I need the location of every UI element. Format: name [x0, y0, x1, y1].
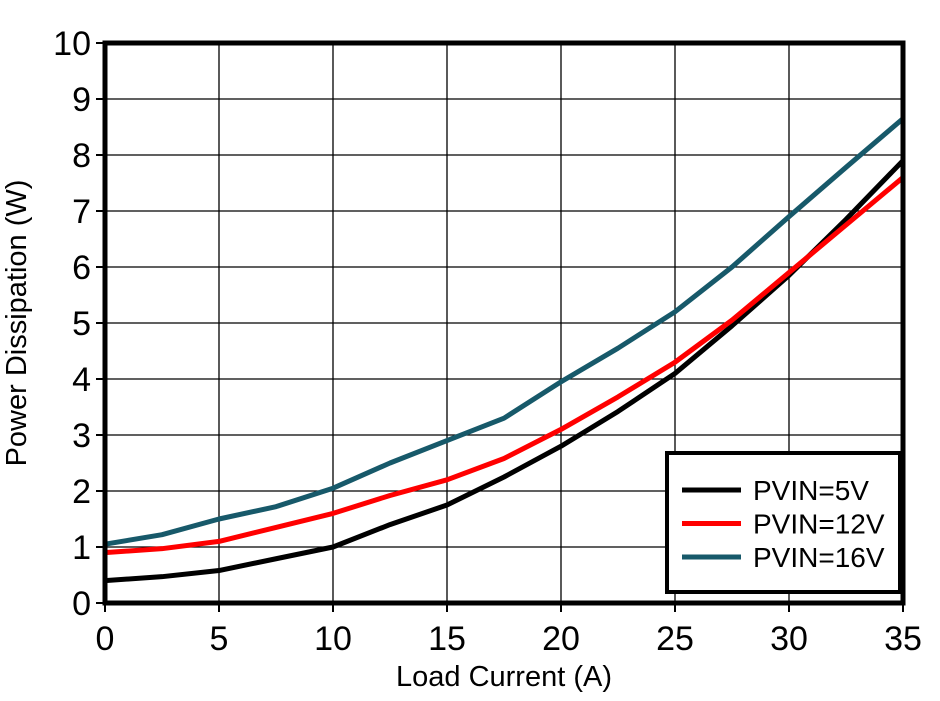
- axis-tick-marks: [96, 42, 904, 612]
- y-tick-label: 3: [72, 417, 91, 455]
- x-tick-label: 10: [314, 620, 352, 658]
- y-tick-label: 5: [72, 305, 91, 343]
- y-tick-label: 9: [72, 81, 91, 119]
- x-axis-title: Load Current (A): [396, 661, 612, 693]
- y-tick-label: 8: [72, 137, 91, 175]
- y-tick-label: 4: [72, 361, 91, 399]
- x-tick-label: 0: [96, 620, 115, 658]
- x-tick-label: 30: [770, 620, 808, 658]
- y-tick-label: 7: [72, 193, 91, 231]
- y-axis-title: Power Dissipation (W): [1, 180, 33, 467]
- y-tick-label: 1: [72, 529, 91, 567]
- legend-label: PVIN=16V: [753, 542, 885, 573]
- y-tick-label: 6: [72, 249, 91, 287]
- x-tick-label: 15: [428, 620, 466, 658]
- series-line-pvin-16v: [102, 116, 906, 547]
- x-tick-label: 25: [656, 620, 694, 658]
- y-tick-label: 0: [72, 585, 91, 623]
- series-line-pvin-5v: [102, 158, 906, 584]
- legend-label: PVIN=5V: [753, 475, 869, 506]
- x-axis-tick-labels: 0 5 10 15 20 25 30 35: [96, 620, 922, 658]
- legend-label: PVIN=12V: [753, 509, 885, 540]
- y-axis-tick-labels: 0 1 2 3 4 5 6 7 8 9 10: [53, 25, 91, 623]
- x-tick-label: 5: [210, 620, 229, 658]
- x-tick-label: 20: [542, 620, 580, 658]
- y-tick-label: 10: [53, 25, 91, 63]
- data-series: [102, 116, 906, 584]
- y-tick-label: 2: [72, 473, 91, 511]
- gridlines: [104, 42, 904, 604]
- x-tick-label: 35: [884, 620, 922, 658]
- series-line-pvin-12v: [102, 174, 906, 556]
